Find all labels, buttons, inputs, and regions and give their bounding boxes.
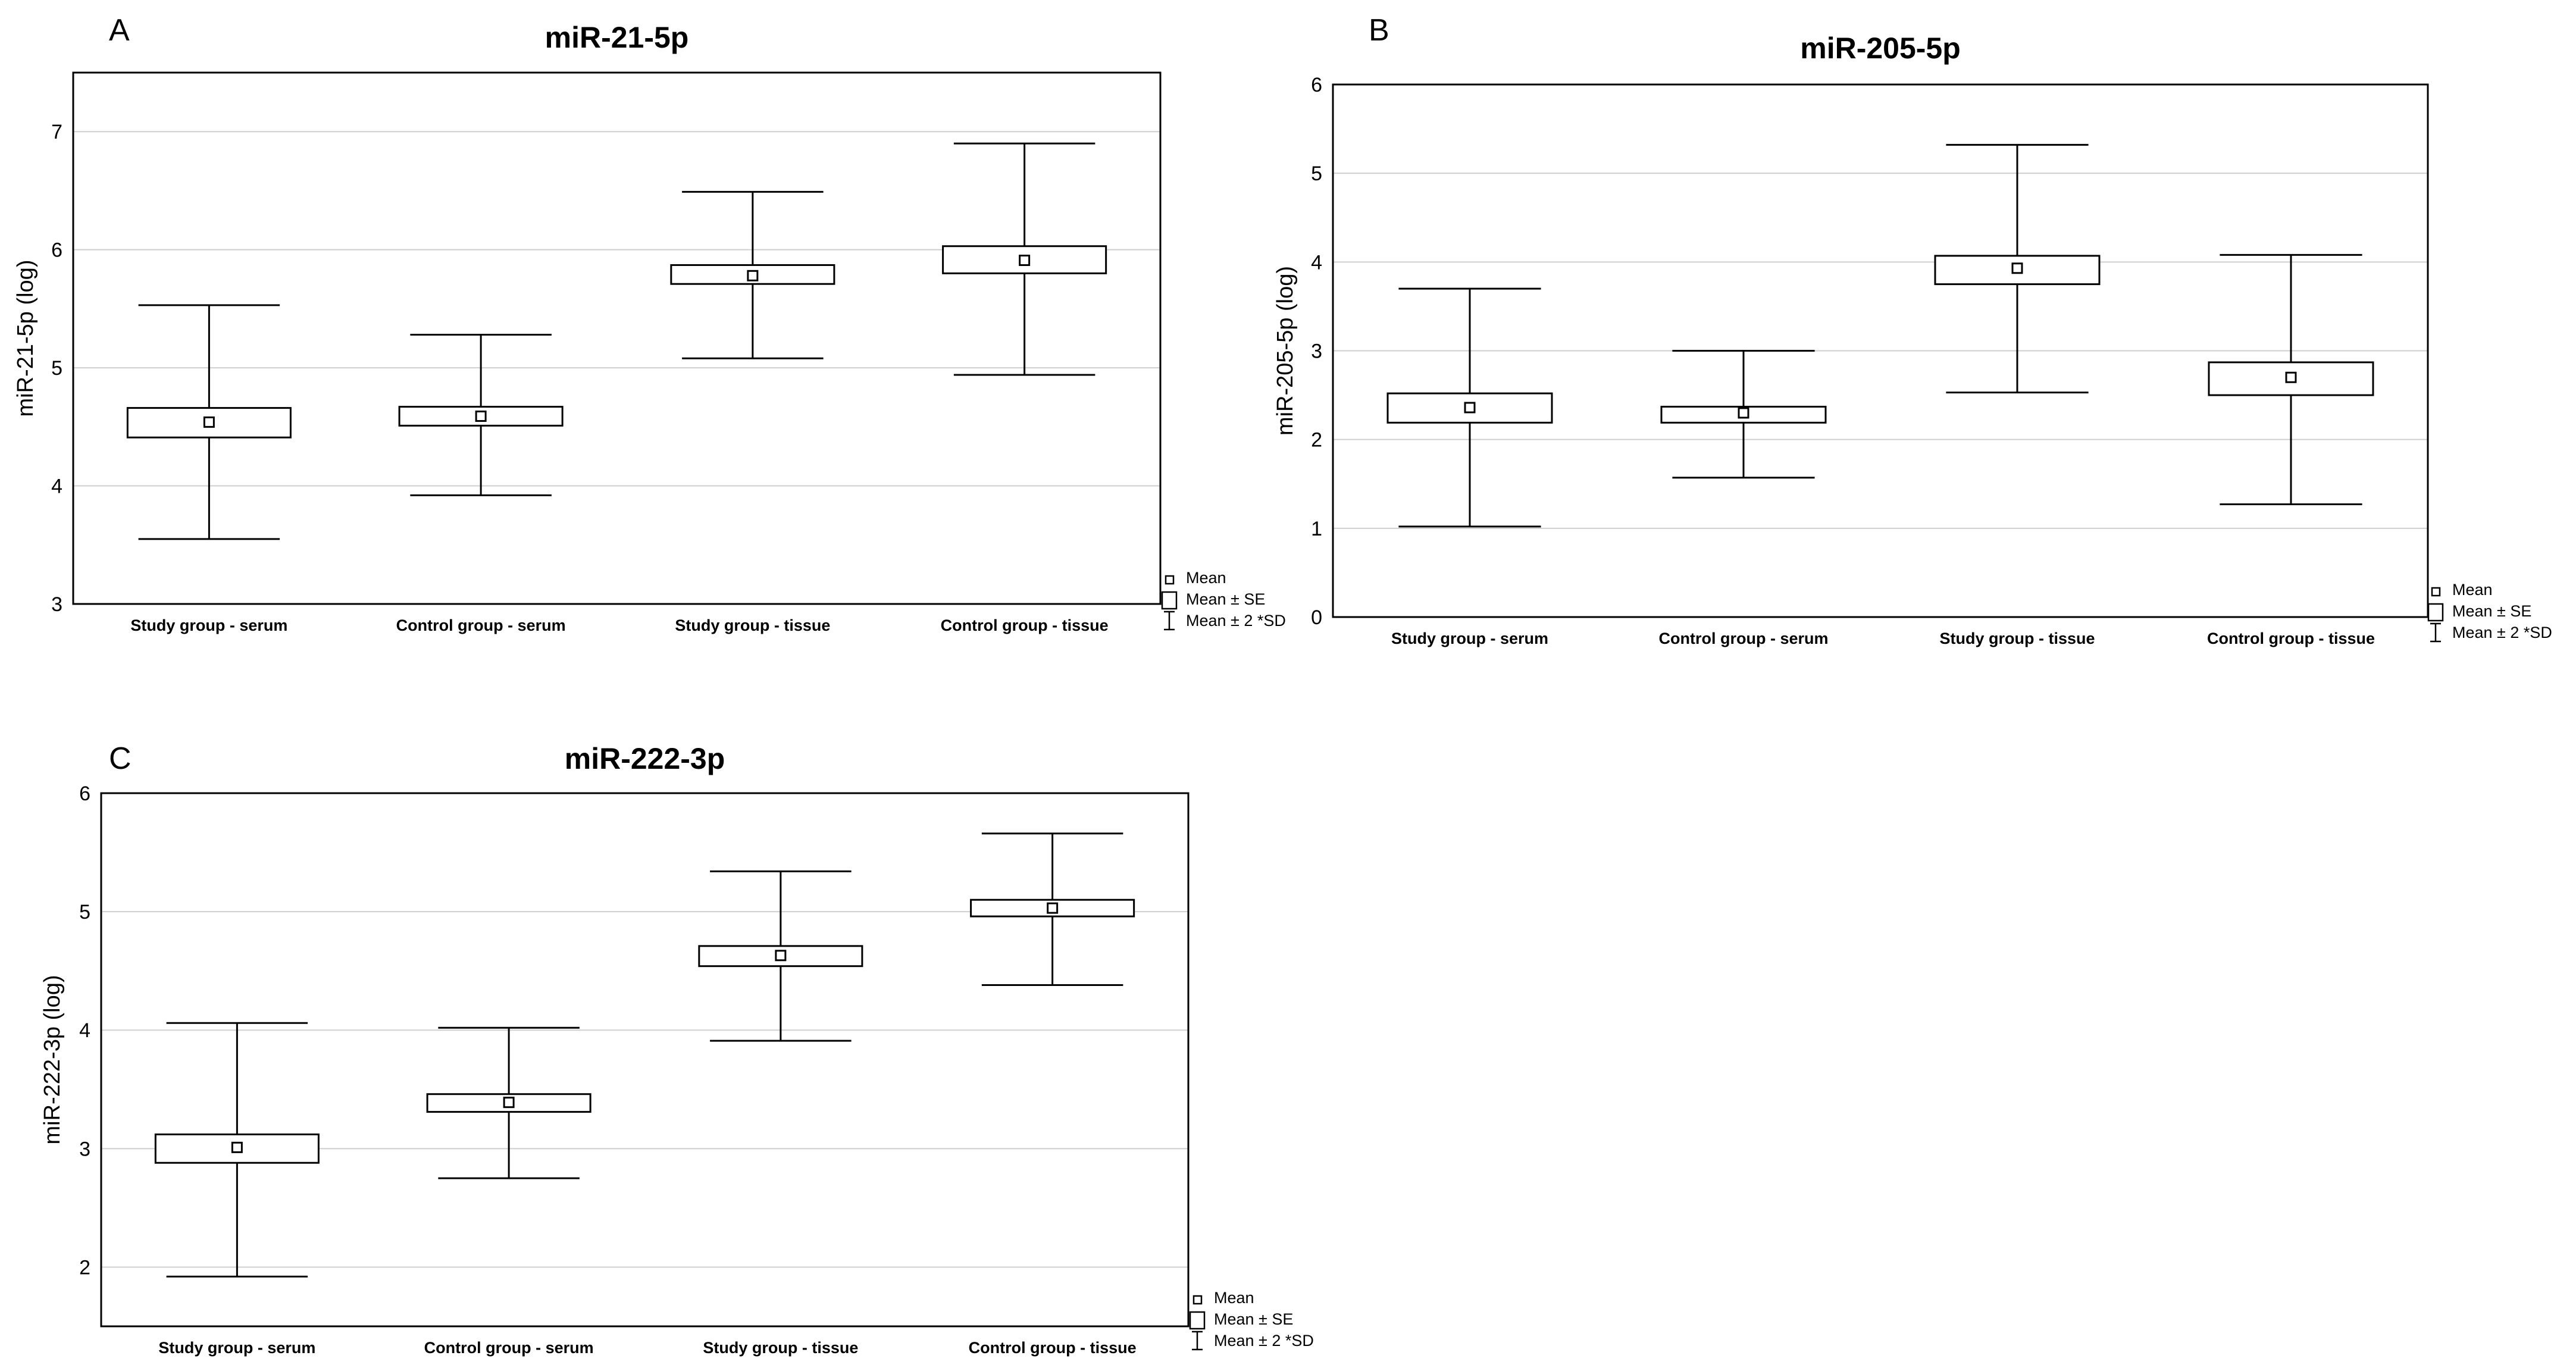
legend-se-label: Mean ± SE (2452, 602, 2531, 620)
chart-title: miR-21-5p (545, 21, 689, 54)
chart-title: miR-222-3p (565, 742, 725, 775)
mean-marker (1047, 902, 1059, 914)
box-group (1660, 350, 1827, 479)
mean-marker (2011, 262, 2023, 274)
x-category-label: Study group - tissue (1939, 630, 2095, 647)
y-tick-label: 5 (51, 357, 62, 380)
x-category-label: Study group - tissue (675, 616, 830, 634)
y-tick-label: 6 (1311, 74, 1322, 96)
box-group (1386, 287, 1553, 528)
box-group (970, 832, 1135, 987)
legend-mean-label: Mean (1214, 1289, 1254, 1307)
y-axis-label: miR-222-3p (log) (40, 975, 65, 1144)
mean-marker (475, 410, 487, 422)
legend-mean-label: Mean (1186, 569, 1226, 587)
legend: Mean Mean ± SE Mean ± 2 *SD (1189, 1289, 1314, 1351)
x-category-label: Study group - serum (158, 1339, 315, 1357)
panel-letter: B (1369, 13, 1389, 48)
mean-marker (203, 416, 215, 428)
mean-marker (1019, 255, 1031, 267)
y-tick-label: 3 (1311, 340, 1322, 363)
y-tick-label: 2 (1311, 429, 1322, 452)
legend-mean-label: Mean (2452, 581, 2493, 599)
y-tick-label: 3 (51, 593, 62, 616)
mean-marker (775, 950, 787, 962)
y-tick-label: 5 (1311, 162, 1322, 185)
box-group (698, 870, 863, 1042)
legend-mean-marker (1192, 1295, 1203, 1305)
box-group (154, 1022, 320, 1278)
se-box (154, 1133, 320, 1164)
legend-sd-label: Mean ± 2 *SD (1186, 612, 1286, 630)
x-category-label: Control group - tissue (941, 616, 1109, 634)
chart-title: miR-205-5p (1800, 32, 1961, 65)
box-group (942, 142, 1107, 376)
plot-frame (72, 71, 1162, 605)
legend-se-box (1161, 591, 1178, 610)
chart-panel-c: 2 3 4 5 6C miR-222-3p miR-222-3p (log) Study gr… (40, 741, 1314, 1357)
legend-sd-label: Mean ± 2 *SD (1214, 1332, 1314, 1350)
plot-frame (100, 792, 1190, 1328)
y-tick-label: 5 (79, 901, 90, 923)
x-category-label: Control group - tissue (969, 1339, 1137, 1357)
x-category-label: Control group - serum (424, 1339, 594, 1357)
legend-sd-label: Mean ± 2 *SD (2452, 624, 2552, 641)
legend-se-label: Mean ± SE (1214, 1310, 1293, 1328)
box-group (126, 304, 292, 540)
legend-se-box (2427, 603, 2444, 622)
panel-letter: C (109, 741, 132, 776)
box-group (670, 190, 835, 359)
mean-marker (2285, 371, 2297, 383)
plot-frame (1332, 83, 2429, 618)
x-category-label: Study group - serum (1391, 630, 1548, 647)
box-group (2208, 253, 2374, 506)
y-axis-label: miR-205-5p (log) (1273, 266, 1298, 436)
legend-se-box (1189, 1311, 1206, 1330)
mean-marker (231, 1141, 243, 1153)
legend-mean-marker (2431, 587, 2441, 597)
y-tick-label: 4 (51, 475, 62, 498)
box-group (398, 334, 564, 496)
x-category-label: Study group - tissue (703, 1339, 858, 1357)
y-tick-label: 2 (79, 1256, 90, 1279)
chart-panel-a: 3 4 5 6 7 A miR-21-5p miR-21-5p (log) Study grou… (13, 13, 1286, 634)
y-tick-label: 4 (79, 1019, 90, 1042)
legend-se-label: Mean ± SE (1186, 590, 1265, 608)
panel-letter: A (109, 13, 130, 48)
y-tick-label: 3 (79, 1138, 90, 1160)
mean-marker (1464, 402, 1476, 414)
x-category-label: Control group - serum (396, 616, 566, 634)
box-group (1934, 143, 2101, 394)
y-tick-label: 7 (51, 121, 62, 143)
legend: Mean Mean ± SE Mean ± 2 *SD (1161, 569, 1286, 631)
y-axis-label: miR-21-5p (log) (13, 260, 38, 417)
box-group (426, 1026, 591, 1179)
y-tick-label: 1 (1311, 518, 1322, 540)
x-category-label: Study group - serum (130, 616, 287, 634)
y-tick-label: 0 (1311, 606, 1322, 629)
y-tick-label: 6 (79, 782, 90, 805)
legend-mean-marker (1165, 575, 1175, 585)
y-tick-label: 4 (1311, 251, 1322, 274)
mean-marker (503, 1097, 515, 1109)
y-tick-label: 6 (51, 239, 62, 262)
mean-marker (747, 270, 759, 281)
mean-marker (1738, 407, 1749, 419)
x-category-label: Control group - serum (1659, 630, 1829, 647)
legend: Mean Mean ± SE Mean ± 2 *SD (2427, 581, 2552, 643)
x-category-label: Control group - tissue (2207, 630, 2375, 647)
